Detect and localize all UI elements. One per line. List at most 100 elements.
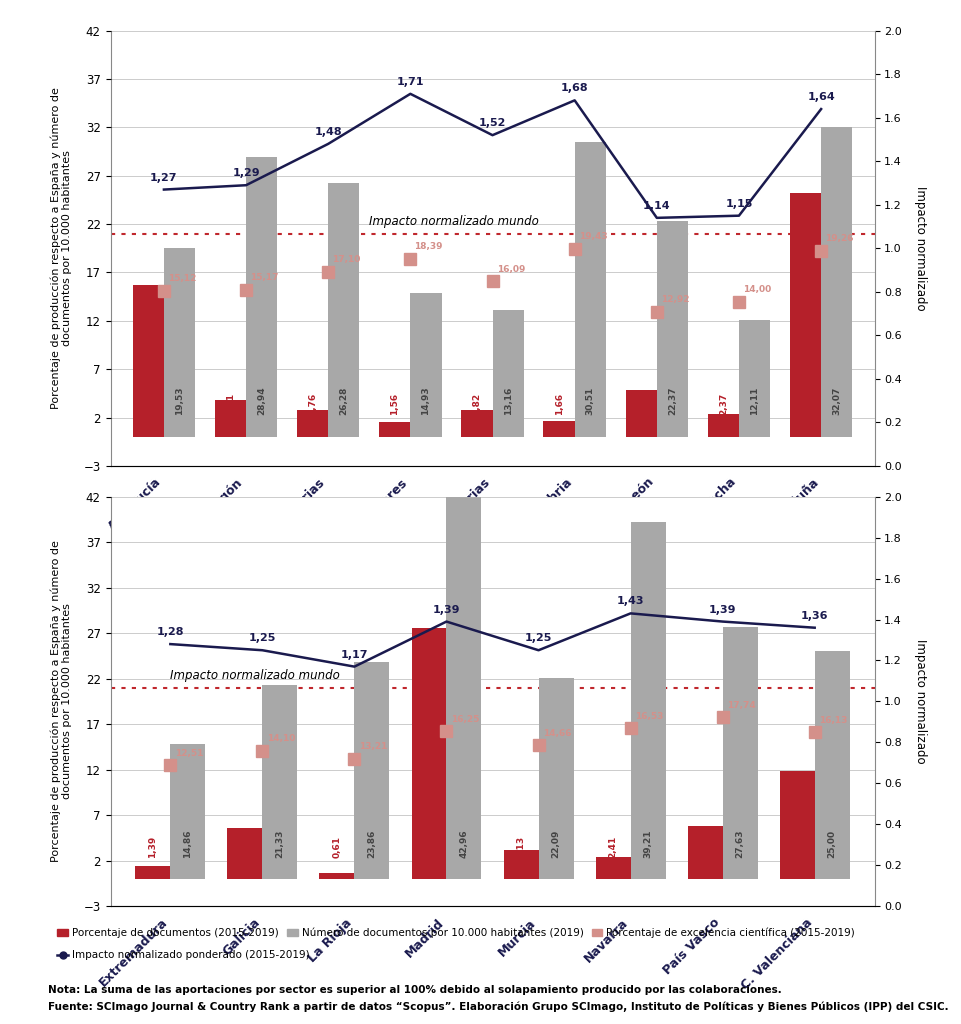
Text: 19,53: 19,53 [175, 386, 184, 415]
Bar [136, 866, 170, 879]
Text: 16,09: 16,09 [497, 264, 525, 273]
Bar [630, 522, 666, 879]
Bar [228, 827, 262, 879]
Text: 19,43: 19,43 [579, 232, 607, 242]
Bar [411, 628, 447, 879]
Text: 26,28: 26,28 [339, 386, 348, 415]
Text: 1,56: 1,56 [390, 392, 399, 415]
Text: 12,51: 12,51 [175, 749, 204, 758]
Text: 1,39: 1,39 [148, 836, 158, 858]
Text: 19,26: 19,26 [825, 233, 853, 243]
Text: Fuente: SCImago Journal & Country Rank a partir de datos “Scopus”. Elaboración G: Fuente: SCImago Journal & Country Rank a… [48, 1001, 949, 1012]
Text: 15,12: 15,12 [168, 274, 196, 283]
Text: 13,16: 13,16 [504, 386, 512, 415]
Y-axis label: Porcentaje de producción respecto a España y número de
documentos por 10.000 hab: Porcentaje de producción respecto a Espa… [50, 87, 72, 410]
Bar [596, 857, 630, 879]
Bar [656, 220, 688, 437]
Text: Impacto normalizado mundo: Impacto normalizado mundo [369, 215, 539, 228]
Bar [492, 309, 524, 437]
Text: 39,21: 39,21 [644, 829, 653, 858]
Text: 3,81: 3,81 [226, 392, 234, 415]
Bar [319, 873, 355, 879]
Text: 2,37: 2,37 [719, 392, 727, 415]
Bar [626, 390, 656, 437]
Bar [821, 127, 852, 437]
Bar [164, 248, 195, 437]
Bar [380, 422, 410, 437]
Text: 1,66: 1,66 [554, 392, 563, 415]
Text: 1,29: 1,29 [233, 168, 259, 178]
Bar [790, 194, 821, 437]
Text: 1,25: 1,25 [249, 633, 276, 643]
Legend: Porcentaje de documentos (2015-2019), Número de documentos por 10.000 habitantes: Porcentaje de documentos (2015-2019), Nú… [53, 924, 859, 942]
Bar [739, 319, 770, 437]
Text: 32,07: 32,07 [832, 386, 841, 415]
Text: 0,61: 0,61 [333, 836, 341, 858]
Y-axis label: Porcentaje de producción respecto a España y número de
documentos por 10.000 hab: Porcentaje de producción respecto a Espa… [50, 541, 72, 862]
Text: 1,17: 1,17 [341, 649, 368, 659]
Text: 16,25: 16,25 [451, 715, 480, 724]
Bar [688, 826, 723, 879]
Text: 14,00: 14,00 [743, 285, 772, 294]
Text: 1,14: 1,14 [643, 201, 671, 211]
Text: 2,82: 2,82 [473, 392, 481, 415]
Bar [246, 157, 278, 437]
Bar [170, 743, 206, 879]
Text: 1,27: 1,27 [150, 173, 178, 182]
Text: 4,84: 4,84 [637, 392, 646, 415]
Text: 25,19: 25,19 [801, 386, 810, 415]
Text: 14,66: 14,66 [543, 729, 572, 738]
Text: 1,43: 1,43 [617, 596, 644, 606]
Text: Impacto normalizado mundo: Impacto normalizado mundo [170, 670, 340, 682]
Text: Nota: La suma de las aportaciones por sector es superior al 100% debido al solap: Nota: La suma de las aportaciones por se… [48, 985, 782, 995]
Bar [133, 286, 164, 437]
Text: 12,11: 12,11 [751, 386, 759, 415]
Text: 22,09: 22,09 [552, 829, 560, 858]
Text: 18,39: 18,39 [414, 243, 443, 251]
Bar [815, 651, 850, 879]
Bar [461, 410, 492, 437]
Bar [447, 487, 481, 879]
Y-axis label: Impacto normalizado: Impacto normalizado [914, 639, 927, 764]
Legend: Impacto normalizado ponderado (2015-2019): Impacto normalizado ponderado (2015-2019… [53, 946, 314, 965]
Text: 28,94: 28,94 [258, 386, 266, 415]
Text: 1,68: 1,68 [561, 83, 588, 93]
Text: 17,10: 17,10 [333, 255, 360, 264]
Text: 11,87: 11,87 [793, 829, 801, 858]
Text: 2,41: 2,41 [608, 836, 618, 858]
Text: 16,53: 16,53 [635, 712, 663, 721]
Bar [504, 851, 538, 879]
Bar [575, 142, 605, 437]
Bar [707, 414, 739, 437]
Text: 14,10: 14,10 [267, 734, 295, 743]
Bar [723, 628, 757, 879]
Bar [544, 421, 575, 437]
Text: 13,21: 13,21 [359, 742, 387, 752]
Bar [297, 411, 329, 437]
Text: 30,51: 30,51 [586, 386, 595, 415]
Text: 16,13: 16,13 [820, 716, 848, 725]
Text: 15,17: 15,17 [250, 273, 279, 283]
Text: 27,61: 27,61 [425, 829, 433, 858]
Text: 1,52: 1,52 [479, 118, 506, 128]
Text: 25,00: 25,00 [827, 829, 837, 858]
Text: 22,37: 22,37 [668, 386, 677, 415]
Bar [355, 662, 389, 879]
Bar [779, 771, 815, 879]
Text: 1,71: 1,71 [397, 77, 424, 87]
Text: 1,39: 1,39 [709, 604, 736, 614]
Text: 1,15: 1,15 [726, 199, 752, 209]
Text: 17,74: 17,74 [727, 701, 756, 711]
Y-axis label: Impacto normalizado: Impacto normalizado [914, 186, 927, 310]
Bar [410, 293, 441, 437]
Text: 1,64: 1,64 [807, 92, 835, 102]
Text: 42,96: 42,96 [459, 829, 468, 858]
Text: 2,76: 2,76 [308, 392, 317, 415]
Text: 14,93: 14,93 [422, 386, 431, 415]
Text: 1,48: 1,48 [314, 127, 342, 137]
Text: 27,63: 27,63 [735, 829, 745, 858]
Text: 5,64: 5,64 [240, 836, 250, 858]
Text: 1,36: 1,36 [801, 610, 828, 621]
Text: 23,86: 23,86 [367, 829, 377, 858]
Text: 1,25: 1,25 [525, 633, 553, 643]
